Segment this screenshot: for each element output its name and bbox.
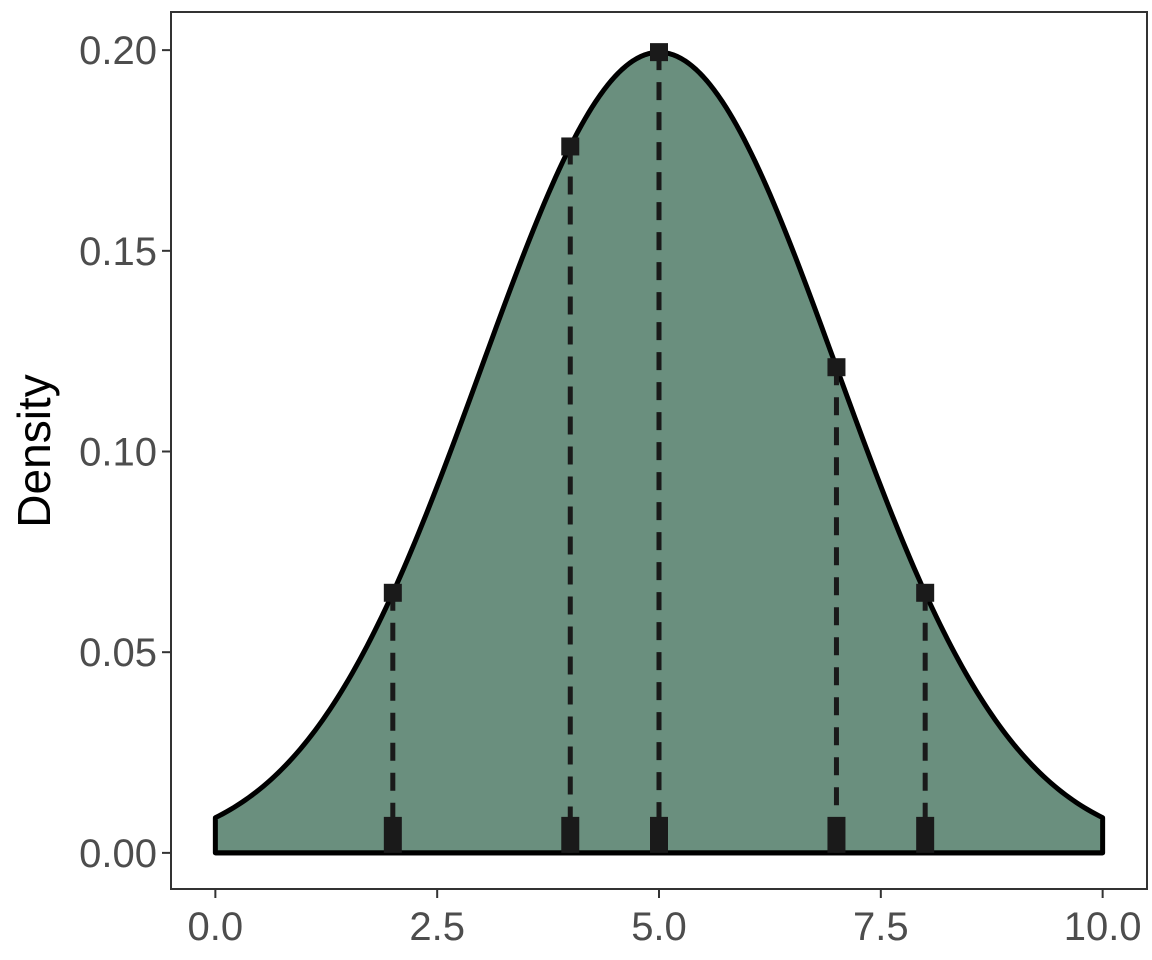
base-marker: [561, 816, 580, 853]
y-tick-label: 0.10: [79, 431, 157, 475]
y-axis-title: Density: [8, 374, 60, 527]
y-tick-label: 0.05: [79, 631, 157, 675]
x-tick-label: 5.0: [631, 905, 687, 949]
base-marker: [827, 816, 846, 853]
curve-point-marker: [561, 137, 580, 156]
y-tick-label: 0.15: [79, 230, 157, 274]
y-tick-label: 0.20: [79, 29, 157, 73]
y-axis: 0.00 0.05 0.10 0.15 0.20: [79, 29, 171, 876]
x-axis: 0.0 2.5 5.0 7.5 10.0: [188, 889, 1142, 949]
curve-point-marker: [383, 583, 402, 602]
x-tick-label: 0.0: [188, 905, 244, 949]
base-marker: [383, 816, 402, 853]
x-tick-label: 10.0: [1064, 905, 1142, 949]
curve-point-marker: [827, 358, 846, 377]
x-tick-label: 7.5: [853, 905, 909, 949]
plot-area: [170, 11, 1148, 890]
y-tick-label: 0.00: [79, 832, 157, 876]
base-marker: [650, 816, 668, 853]
curve-point-marker: [650, 43, 668, 62]
x-tick-label: 2.5: [409, 905, 465, 949]
curve-point-marker: [916, 583, 935, 602]
base-marker: [916, 816, 935, 853]
